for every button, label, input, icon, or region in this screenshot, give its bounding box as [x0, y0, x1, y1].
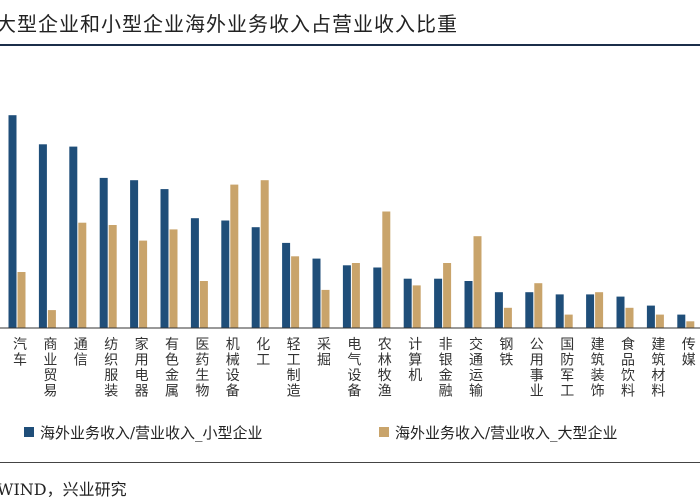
category-label-18: 国防军工: [560, 337, 574, 400]
bar-small-6: [190, 218, 199, 328]
bar-large-7: [230, 184, 239, 328]
bar-small-5: [160, 189, 169, 328]
category-label-2: 通信: [74, 337, 88, 369]
category-label-21: 建筑材料: [651, 337, 665, 400]
bar-large-13: [412, 285, 421, 328]
bar-small-2: [69, 146, 78, 328]
bar-small-0: [8, 115, 17, 328]
category-label-5: 有色金属: [165, 337, 179, 400]
bar-large-4: [139, 240, 148, 328]
category-label-16: 钢铁: [499, 337, 513, 369]
category-label-17: 公用事业: [530, 337, 544, 400]
legend-swatch-1: [379, 427, 389, 437]
category-label-14: 非银金融: [439, 337, 453, 400]
bar-small-17: [525, 292, 534, 328]
bar-small-20: [616, 296, 625, 328]
bar-small-8: [251, 227, 260, 328]
category-label-22: 传媒: [682, 337, 696, 369]
source-divider: [0, 462, 700, 463]
category-label-13: 计算机: [408, 337, 422, 384]
category-labels: 汽车 商业贸易 通信 纺织服装 家用电器 有色金属 医药生物 机械设备 化工 轻工制造 采掘 电气设备…: [13, 336, 696, 400]
category-label-10: 采掘: [317, 337, 331, 369]
bar-large-21: [655, 314, 664, 328]
bar-large-6: [199, 281, 208, 328]
bar-large-20: [625, 307, 634, 328]
bar-large-22: [686, 321, 695, 328]
category-label-6: 医药生物: [195, 337, 209, 400]
bar-large-3: [108, 225, 117, 328]
bar-large-12: [382, 211, 391, 328]
bar-large-18: [564, 314, 573, 328]
category-label-19: 建筑装饰: [591, 337, 605, 400]
bar-small-14: [434, 278, 443, 328]
bar-small-3: [99, 177, 108, 328]
category-label-4: 家用电器: [135, 336, 149, 400]
bar-large-19: [595, 292, 604, 328]
category-label-8: 化工: [256, 337, 270, 369]
source-note: WIND，兴业研究: [0, 480, 127, 499]
bar-large-17: [534, 283, 543, 328]
legend-label-0: 海外业务收入/营业收入_小型企业: [40, 424, 263, 442]
category-label-1: 商业贸易: [43, 337, 57, 400]
bar-large-15: [473, 236, 482, 328]
category-label-20: 食品饮料: [621, 336, 635, 400]
chart-title: 大型企业和小型企业海外业务收入占营业收入比重: [0, 12, 458, 36]
bar-large-1: [47, 310, 56, 328]
bar-small-21: [646, 305, 655, 328]
bar-large-0: [17, 272, 26, 328]
title-divider: [0, 44, 700, 46]
bar-large-2: [78, 222, 87, 328]
bar-large-11: [351, 263, 360, 328]
category-label-12: 农林牧渔: [378, 337, 392, 400]
category-label-7: 机械设备: [226, 337, 240, 400]
bar-chart: 汽车 商业贸易 通信 纺织服装 家用电器 有色金属 医药生物 机械设备 化工 轻工制造 采掘 电气设备…: [0, 115, 700, 442]
bar-small-13: [403, 278, 412, 328]
category-label-0: 汽车: [13, 337, 27, 369]
bar-large-8: [260, 180, 269, 328]
bar-large-9: [291, 256, 300, 328]
bar-small-15: [464, 281, 473, 328]
bar-small-16: [494, 292, 503, 328]
legend: 海外业务收入/营业收入_小型企业 海外业务收入/营业收入_大型企业: [24, 424, 618, 442]
bar-small-4: [130, 180, 139, 328]
bar-large-14: [443, 263, 452, 328]
bar-small-9: [282, 242, 291, 328]
legend-swatch-0: [24, 427, 34, 437]
category-label-9: 轻工制造: [287, 337, 301, 400]
bar-small-1: [38, 144, 47, 328]
bar-small-7: [221, 220, 230, 328]
bar-small-18: [555, 294, 564, 328]
category-label-11: 电气设备: [347, 337, 361, 400]
bar-small-12: [373, 267, 382, 328]
bar-small-11: [342, 265, 351, 328]
bar-small-19: [586, 294, 595, 328]
bar-small-10: [312, 258, 321, 328]
bar-large-5: [169, 229, 178, 328]
category-label-15: 交通运输: [469, 336, 483, 400]
bar-large-10: [321, 289, 330, 328]
bar-small-22: [677, 314, 686, 328]
category-label-3: 纺织服装: [104, 337, 118, 400]
bar-large-16: [503, 307, 512, 328]
legend-label-1: 海外业务收入/营业收入_大型企业: [395, 424, 618, 442]
bar-group: [8, 115, 695, 328]
